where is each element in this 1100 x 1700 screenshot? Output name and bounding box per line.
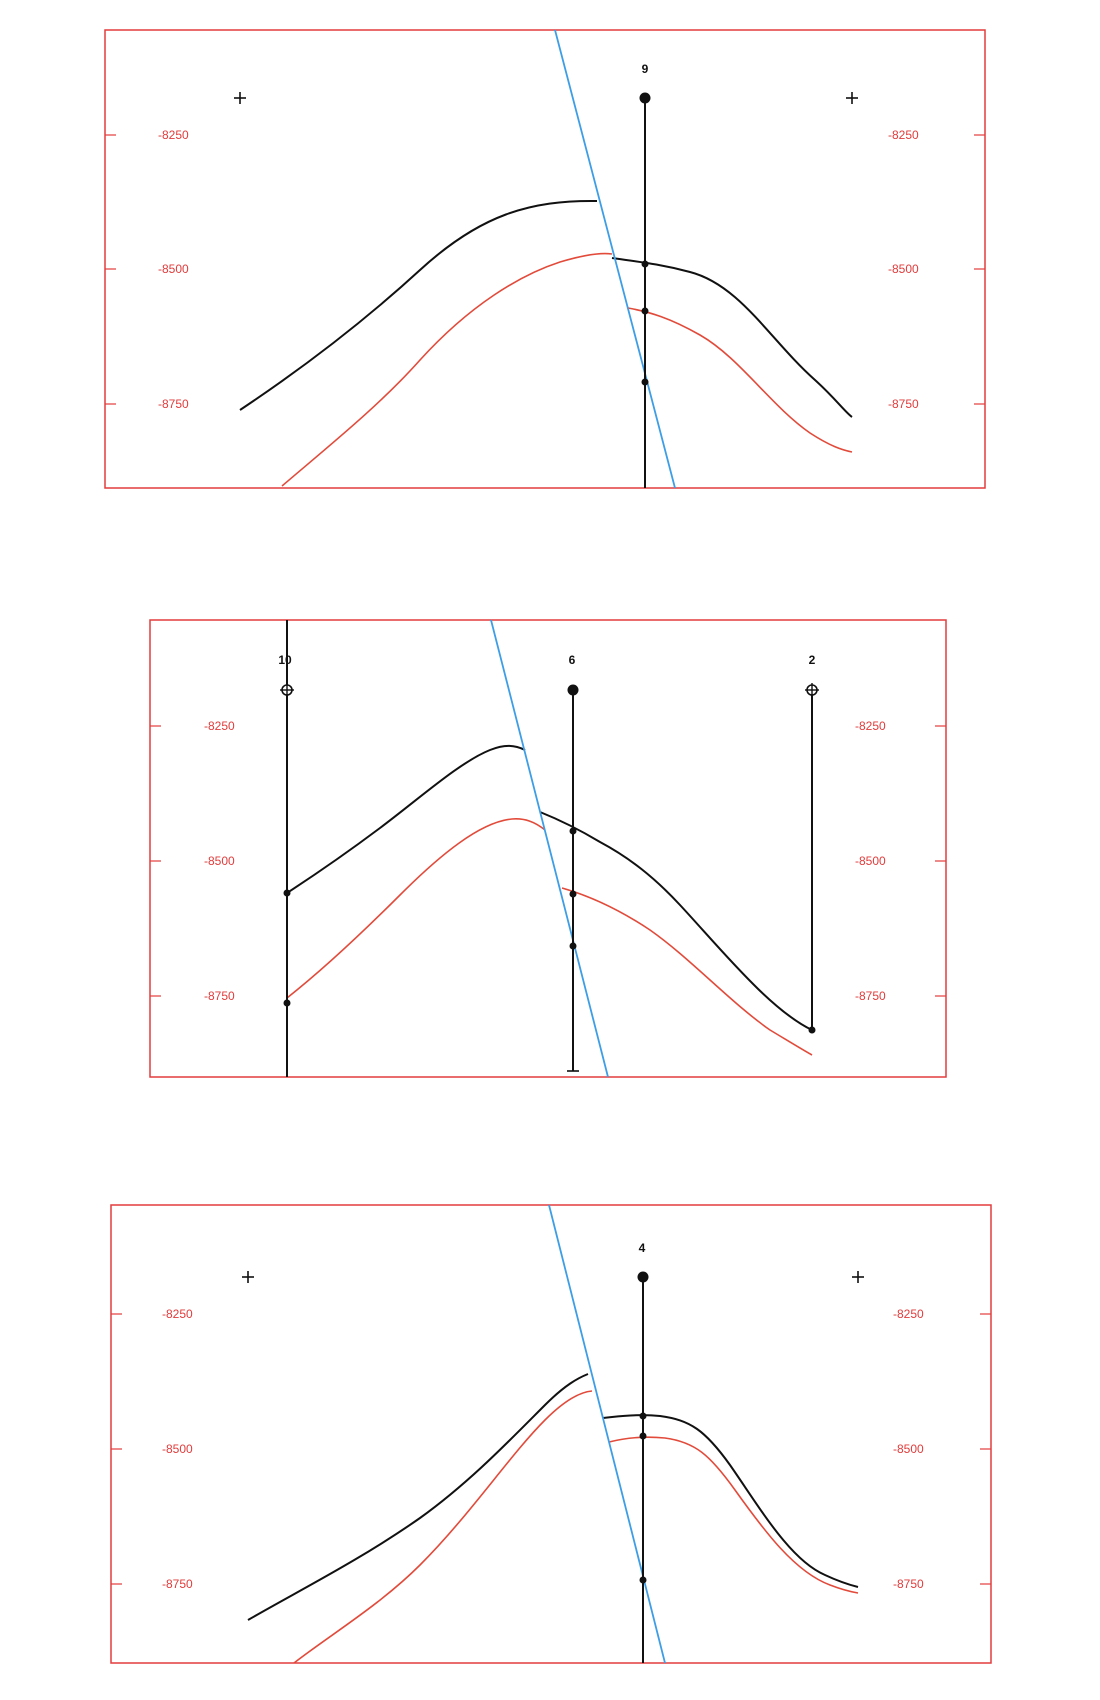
well-pick xyxy=(569,890,577,898)
depth-label-right: -8500 xyxy=(893,1442,924,1456)
well-label: 4 xyxy=(639,1241,646,1255)
well-pick xyxy=(283,999,291,1007)
well-pick xyxy=(639,1412,647,1420)
well-pick xyxy=(639,1432,647,1440)
depth-ticks xyxy=(111,1313,991,1585)
depth-ticks xyxy=(105,134,985,405)
plus-marker xyxy=(234,92,246,104)
depth-label-left: -8250 xyxy=(158,128,189,142)
well-pick xyxy=(641,378,649,386)
structure-base-horizon-downthrown xyxy=(608,1436,859,1594)
well-label: 10 xyxy=(278,653,292,667)
fault-line xyxy=(490,619,609,1078)
depth-label-right: -8250 xyxy=(893,1307,924,1321)
well-pick xyxy=(569,942,577,950)
depth-label-right: -8750 xyxy=(893,1577,924,1591)
section-frame xyxy=(110,1204,992,1664)
filled-circle-well-icon xyxy=(639,92,651,104)
well-6: 6 xyxy=(567,653,579,1072)
well-label: 9 xyxy=(642,62,649,76)
structure-base-horizon xyxy=(286,818,546,999)
structure-top-horizon-downthrown xyxy=(539,811,813,1031)
depth-label-left: -8750 xyxy=(158,397,189,411)
well-pick xyxy=(639,1576,647,1584)
depth-label-left: -8250 xyxy=(204,719,235,733)
section-top: -8250 -8500 -8750 -8250 -8500 -8750 9 xyxy=(104,29,986,489)
depth-label-left: -8500 xyxy=(162,1442,193,1456)
structure-top-horizon xyxy=(239,199,598,411)
depth-label-right: -8250 xyxy=(888,128,919,142)
well-pick xyxy=(569,827,577,835)
depth-label-right: -8500 xyxy=(888,262,919,276)
depth-label-right: -8750 xyxy=(888,397,919,411)
fault-line xyxy=(548,1204,666,1664)
well-label: 2 xyxy=(809,653,816,667)
well-pick xyxy=(641,307,649,315)
depth-label-left: -8500 xyxy=(204,854,235,868)
structure-top-horizon xyxy=(247,1373,589,1621)
filled-circle-well-icon xyxy=(567,684,579,696)
filled-circle-well-icon xyxy=(637,1271,649,1283)
plus-marker xyxy=(852,1271,864,1283)
structure-base-horizon-downthrown xyxy=(561,887,813,1056)
depth-label-left: -8750 xyxy=(162,1577,193,1591)
well-9: 9 xyxy=(639,62,651,488)
structure-top-horizon-downthrown xyxy=(602,1414,859,1588)
well-10: 10 xyxy=(278,620,294,1077)
structure-top-horizon-downthrown xyxy=(611,257,853,418)
section-frame xyxy=(104,29,986,489)
fault-line xyxy=(554,29,676,489)
well-pick xyxy=(808,1026,816,1034)
well-2: 2 xyxy=(805,653,819,1034)
depth-label-right: -8250 xyxy=(855,719,886,733)
well-pick xyxy=(641,260,649,268)
depth-label-right: -8750 xyxy=(855,989,886,1003)
section-middle: -8250 -8500 -8750 -8250 -8500 -8750 10 6 xyxy=(149,619,947,1078)
section-bottom: -8250 -8500 -8750 -8250 -8500 -8750 4 xyxy=(110,1204,992,1664)
structure-base-horizon xyxy=(281,252,613,487)
depth-label-left: -8500 xyxy=(158,262,189,276)
well-label: 6 xyxy=(569,653,576,667)
plus-marker xyxy=(846,92,858,104)
structure-base-horizon xyxy=(293,1390,593,1664)
section-frame xyxy=(149,619,947,1078)
structure-base-horizon-downthrown xyxy=(627,307,853,453)
depth-ticks xyxy=(150,725,946,997)
depth-label-left: -8750 xyxy=(204,989,235,1003)
well-pick xyxy=(283,889,291,897)
structure-top-horizon xyxy=(286,744,526,894)
depth-label-left: -8250 xyxy=(162,1307,193,1321)
depth-label-right: -8500 xyxy=(855,854,886,868)
well-4: 4 xyxy=(637,1241,649,1663)
plus-marker xyxy=(242,1271,254,1283)
